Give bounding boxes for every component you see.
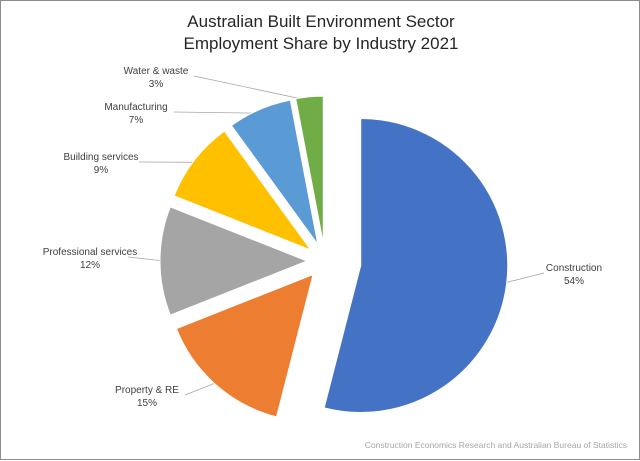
data-label-name: Water & waste bbox=[124, 66, 189, 77]
data-label-value: 3% bbox=[149, 79, 164, 90]
leader-line-water-and-waste bbox=[194, 76, 310, 101]
leader-line-property-and-re bbox=[185, 382, 219, 395]
source-note: Construction Economics Research and Aust… bbox=[365, 440, 627, 450]
pie-slices bbox=[160, 96, 508, 417]
data-label-building-services: Building services 9% bbox=[63, 152, 138, 176]
data-label-value: 12% bbox=[80, 260, 100, 271]
leader-line-construction bbox=[503, 273, 544, 283]
data-label-value: 7% bbox=[129, 115, 144, 126]
data-label-manufacturing: Manufacturing 7% bbox=[104, 102, 167, 126]
data-label-property-and-re: Property & RE 15% bbox=[115, 385, 179, 409]
data-label-name: Manufacturing bbox=[104, 102, 167, 113]
data-label-name: Property & RE bbox=[115, 385, 179, 396]
leader-line-manufacturing bbox=[174, 112, 261, 113]
data-label-professional-services: Professional services 12% bbox=[43, 247, 137, 271]
data-label-name: Building services bbox=[63, 152, 138, 163]
data-label-name: Construction bbox=[546, 263, 602, 274]
data-label-construction: Construction 54% bbox=[546, 263, 602, 287]
data-label-value: 9% bbox=[94, 165, 109, 176]
data-label-value: 15% bbox=[137, 398, 157, 409]
data-label-water-and-waste: Water & waste 3% bbox=[124, 66, 189, 90]
data-label-name: Professional services bbox=[43, 247, 137, 258]
data-label-value: 54% bbox=[564, 276, 584, 287]
pie-slice-construction bbox=[324, 119, 508, 413]
